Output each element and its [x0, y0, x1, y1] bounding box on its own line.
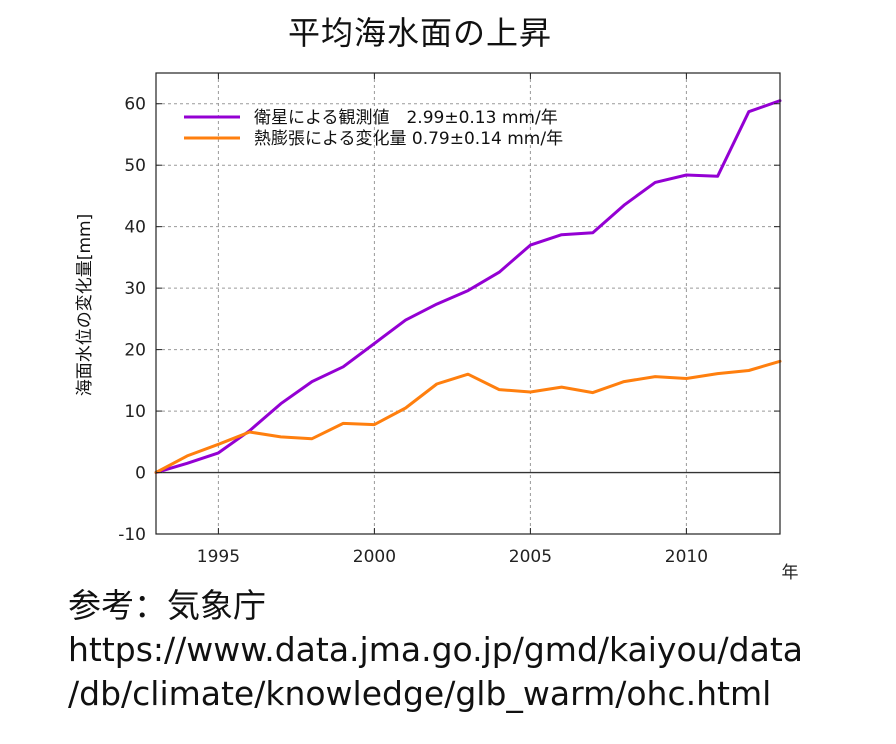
series-line-1	[154, 99, 782, 474]
y-tick-label: 50	[124, 156, 146, 176]
series-layer	[154, 99, 782, 474]
series-line-2	[154, 359, 782, 474]
y-tick-label: 10	[124, 402, 146, 422]
x-tick-label: 1995	[197, 547, 240, 567]
y-tick-label: 20	[124, 341, 146, 361]
page-title: 平均海水面の上昇	[287, 14, 552, 52]
y-tick-label: 30	[124, 279, 146, 299]
legend-label-1: 衛星による観測値 2.99±0.13 mm/年	[254, 108, 558, 128]
plot-frame	[155, 72, 781, 535]
y-axis-label: 海面水位の変化量[mm]	[75, 214, 95, 396]
y-tick-label: 60	[124, 95, 146, 115]
source-url-line-2: /db/climate/knowledge/glb_warm/ohc.html	[68, 674, 772, 713]
y-axis-ticks: -10 0 10 20 30 40 50 60	[118, 95, 780, 545]
source-url-line-1: https://www.data.jma.go.jp/gmd/kaiyou/da…	[68, 630, 804, 669]
x-axis-label: 年	[782, 563, 799, 583]
legend-label-2: 熱膨張による変化量 0.79±0.14 mm/年	[254, 129, 563, 149]
x-axis-ticks: 1995 2000 2005 2010	[197, 73, 708, 567]
y-tick-label: 40	[124, 218, 146, 238]
source-citation: 参考：気象庁 https://www.data.jma.go.jp/gmd/ka…	[68, 584, 888, 716]
line-chart: 1995 2000 2005 2010 -10 0 10 20 30 40 50 60 衛星による観…	[75, 72, 799, 583]
source-heading: 参考：気象庁	[68, 586, 266, 625]
x-tick-label: 2010	[665, 547, 708, 567]
y-tick-label: -10	[118, 525, 146, 545]
y-tick-label: 0	[135, 464, 146, 484]
x-tick-label: 2000	[353, 547, 396, 567]
x-tick-label: 2005	[509, 547, 552, 567]
